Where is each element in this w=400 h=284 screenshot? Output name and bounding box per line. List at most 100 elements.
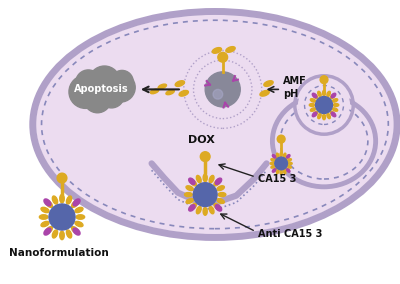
Ellipse shape <box>41 222 49 227</box>
Ellipse shape <box>217 199 224 203</box>
Ellipse shape <box>196 206 201 214</box>
Ellipse shape <box>189 205 195 211</box>
Ellipse shape <box>66 230 72 238</box>
Ellipse shape <box>288 166 291 168</box>
Ellipse shape <box>276 153 279 157</box>
Ellipse shape <box>217 186 224 191</box>
Ellipse shape <box>330 94 335 99</box>
Text: AMF
pH: AMF pH <box>283 76 307 99</box>
Ellipse shape <box>212 48 222 53</box>
Ellipse shape <box>288 159 291 161</box>
Ellipse shape <box>280 170 282 174</box>
Ellipse shape <box>37 15 393 233</box>
Ellipse shape <box>166 90 174 95</box>
Text: CA15 3: CA15 3 <box>258 174 296 184</box>
Ellipse shape <box>186 186 193 191</box>
Ellipse shape <box>312 93 317 98</box>
Circle shape <box>275 157 288 170</box>
Ellipse shape <box>41 207 49 213</box>
Ellipse shape <box>226 47 235 52</box>
Ellipse shape <box>286 168 289 172</box>
Ellipse shape <box>272 169 276 172</box>
Ellipse shape <box>189 178 195 185</box>
Ellipse shape <box>333 104 339 106</box>
Circle shape <box>84 85 111 113</box>
Ellipse shape <box>313 94 318 99</box>
Ellipse shape <box>75 222 83 227</box>
Ellipse shape <box>280 153 282 156</box>
Ellipse shape <box>331 112 336 117</box>
Ellipse shape <box>175 81 184 86</box>
Ellipse shape <box>313 111 318 116</box>
Ellipse shape <box>327 113 330 119</box>
Ellipse shape <box>39 215 48 219</box>
Text: Nanoformulation: Nanoformulation <box>9 248 109 258</box>
Ellipse shape <box>283 170 286 174</box>
Circle shape <box>99 83 124 108</box>
Ellipse shape <box>73 228 80 235</box>
Ellipse shape <box>312 112 317 117</box>
Ellipse shape <box>150 89 159 94</box>
Ellipse shape <box>190 203 196 210</box>
Circle shape <box>57 173 67 183</box>
Ellipse shape <box>73 199 80 206</box>
Ellipse shape <box>75 207 83 213</box>
Polygon shape <box>152 152 266 202</box>
Ellipse shape <box>186 199 193 203</box>
Ellipse shape <box>218 193 226 197</box>
Ellipse shape <box>275 98 373 184</box>
Text: Anti CA15 3: Anti CA15 3 <box>258 229 322 239</box>
Ellipse shape <box>66 196 72 204</box>
Ellipse shape <box>209 176 214 183</box>
Ellipse shape <box>44 228 51 235</box>
Ellipse shape <box>327 91 330 97</box>
Ellipse shape <box>203 208 207 215</box>
Ellipse shape <box>46 201 52 207</box>
Circle shape <box>69 75 102 108</box>
Ellipse shape <box>60 194 64 203</box>
Ellipse shape <box>286 155 289 159</box>
Circle shape <box>277 135 285 143</box>
Circle shape <box>111 70 133 93</box>
Ellipse shape <box>260 91 269 96</box>
Ellipse shape <box>271 166 275 168</box>
Ellipse shape <box>332 108 338 111</box>
Circle shape <box>193 183 217 206</box>
Circle shape <box>218 52 228 62</box>
Ellipse shape <box>209 206 214 214</box>
Ellipse shape <box>331 93 336 98</box>
Ellipse shape <box>264 81 273 86</box>
Ellipse shape <box>72 227 78 233</box>
Circle shape <box>299 80 349 130</box>
Ellipse shape <box>196 176 201 183</box>
Ellipse shape <box>273 155 276 159</box>
Circle shape <box>106 73 135 102</box>
Circle shape <box>213 89 223 99</box>
Ellipse shape <box>271 159 275 161</box>
Circle shape <box>200 152 210 162</box>
Ellipse shape <box>318 91 321 97</box>
Ellipse shape <box>76 215 85 219</box>
Ellipse shape <box>270 162 274 164</box>
Ellipse shape <box>44 199 51 206</box>
Ellipse shape <box>190 180 196 186</box>
Ellipse shape <box>318 113 321 119</box>
Circle shape <box>316 97 332 113</box>
Ellipse shape <box>60 231 64 240</box>
Ellipse shape <box>322 90 326 96</box>
Ellipse shape <box>276 170 279 174</box>
Ellipse shape <box>46 227 52 233</box>
Ellipse shape <box>272 155 276 158</box>
Ellipse shape <box>332 99 338 102</box>
Ellipse shape <box>52 196 58 204</box>
Ellipse shape <box>273 168 276 172</box>
Ellipse shape <box>179 91 188 96</box>
Ellipse shape <box>283 153 286 157</box>
Ellipse shape <box>215 178 222 185</box>
Ellipse shape <box>310 99 316 102</box>
Circle shape <box>89 66 120 97</box>
Ellipse shape <box>214 180 220 186</box>
Ellipse shape <box>52 230 58 238</box>
Ellipse shape <box>184 193 192 197</box>
Ellipse shape <box>215 205 222 211</box>
